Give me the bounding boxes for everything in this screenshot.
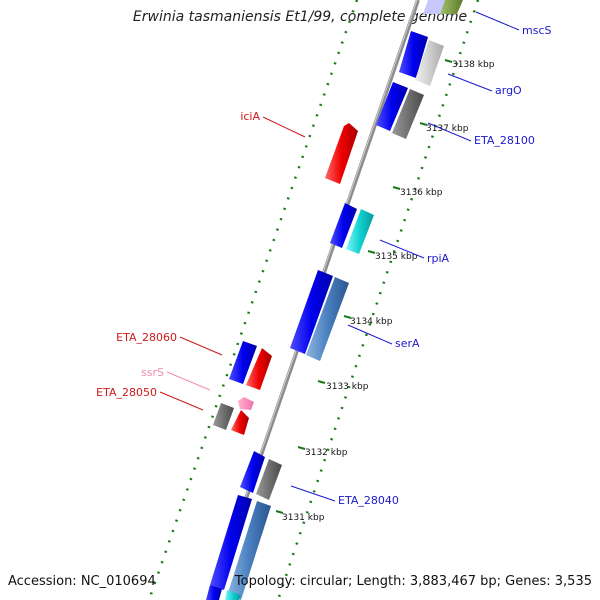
gene-block-blue [330, 203, 357, 248]
gene-label-eta-28050: ETA_28050 [96, 386, 157, 399]
gene-block-olive [438, 0, 463, 14]
tick-mark [444, 59, 453, 63]
tick-label: 3134 kbp [350, 317, 393, 327]
rna-block-pink [238, 397, 254, 410]
gene-label-eta-28040: ETA_28040 [338, 494, 399, 507]
gene-label-eta-28060: ETA_28060 [116, 331, 177, 344]
leader-line [427, 122, 472, 142]
label-leaders [159, 11, 520, 502]
tick-mark [343, 315, 352, 319]
tick-label: 3135 kbp [375, 252, 418, 262]
gene-block-blue [290, 270, 333, 354]
tick-mark [419, 122, 428, 126]
map-title: Erwinia tasmaniensis Et1/99, complete ge… [132, 9, 468, 25]
tick-label: 3131 kbp [282, 513, 325, 523]
gene-block-gray [256, 459, 282, 500]
gene-label-mscS: mscS [522, 24, 551, 37]
genome-summary-text: Topology: circular; Length: 3,883,467 bp… [234, 574, 592, 589]
gene-label-serA: serA [395, 337, 420, 350]
leader-line [166, 371, 211, 391]
gene-block-gray [392, 89, 424, 139]
gene-block-blue [240, 451, 265, 493]
gene-block-red [231, 410, 249, 435]
gene-block-red [246, 348, 272, 390]
tick-label: 3137 kbp [426, 124, 469, 134]
gene-block-blue [229, 341, 257, 384]
gene-block-steel [227, 501, 271, 600]
tick-label: 3132 kbp [305, 448, 348, 458]
leader-line [447, 73, 493, 92]
tick-label: 3136 kbp [400, 188, 443, 198]
tick-mark [367, 250, 376, 254]
gene-block-red [325, 123, 358, 184]
leader-line [262, 116, 306, 138]
gene-block-cyan [346, 209, 374, 254]
gene-block-cyan [225, 590, 241, 600]
gene-block-blue [210, 495, 252, 590]
leader-line [179, 336, 223, 356]
gene-labels: mscS argO ETA_28100 rpiA serA ETA_28040 … [96, 24, 551, 507]
gene-block-lightgray [415, 40, 444, 86]
tick-mark [392, 186, 401, 190]
gene-block-blue [376, 82, 408, 131]
gene-block-steel [306, 277, 349, 361]
gene-label-argO: argO [495, 84, 522, 97]
gene-block-pale [423, 0, 445, 14]
tick-mark [275, 510, 284, 514]
tick-mark [297, 446, 306, 450]
gene-label-ssrS: ssrS [141, 366, 164, 379]
gene-block-gray [213, 403, 234, 430]
gene-label-iciA: iciA [240, 110, 260, 123]
leader-line [379, 239, 425, 259]
tick-mark [317, 380, 326, 384]
leader-line [347, 324, 393, 345]
gene-label-rpiA: rpiA [427, 252, 450, 265]
leader-line [475, 11, 520, 31]
gene-label-eta-28100: ETA_28100 [474, 134, 535, 147]
leader-line [290, 485, 336, 502]
tick-label: 3138 kbp [452, 60, 495, 70]
gene-block-blue [399, 31, 428, 78]
accession-text: Accession: NC_010694 [8, 574, 156, 589]
gene-blocks [206, 0, 463, 600]
leader-line [159, 391, 204, 411]
gene-block-blue [206, 585, 222, 600]
tick-label: 3133 kbp [326, 382, 369, 392]
guide-line-left [147, 0, 359, 600]
tick-marks: 3138 kbp 3137 kbp 3136 kbp 3135 kbp 3134… [275, 59, 495, 523]
